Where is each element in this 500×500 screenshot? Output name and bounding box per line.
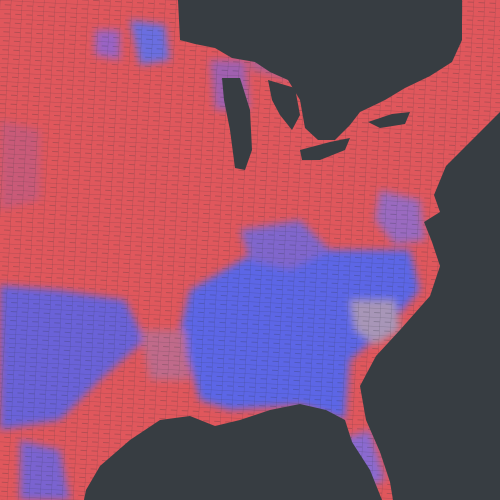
- water: [84, 0, 500, 500]
